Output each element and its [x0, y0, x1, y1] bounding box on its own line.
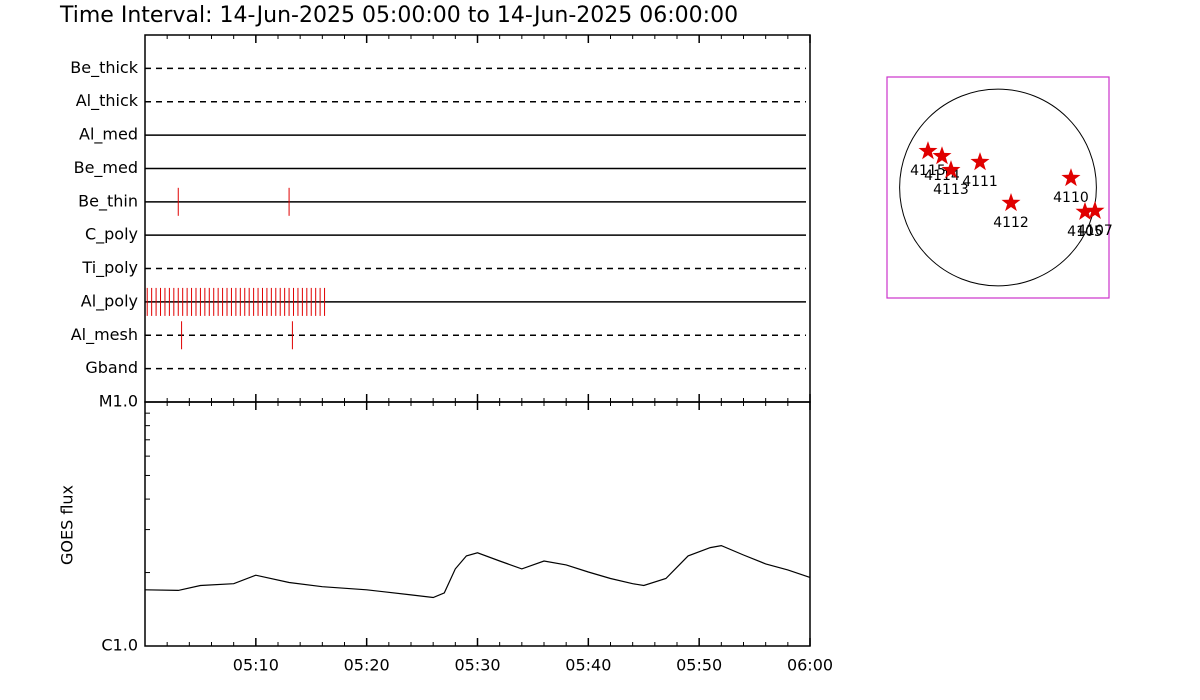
region-star	[941, 160, 961, 179]
region-label: 4107	[1077, 223, 1113, 239]
region-star	[1085, 200, 1105, 219]
goes-line	[144, 544, 811, 599]
x-tick-label: 05:20	[344, 656, 390, 675]
region-star	[932, 146, 952, 165]
row-label: Al_med	[79, 125, 138, 145]
map-frame	[886, 76, 1110, 299]
y-axis-label: GOES flux	[58, 485, 77, 565]
chart-title: Time Interval: 14-Jun-2025 05:00:00 to 1…	[59, 3, 738, 28]
row-label: Be_med	[74, 158, 138, 178]
y-tick-label: C1.0	[101, 636, 138, 655]
x-tick-label: 05:30	[454, 656, 500, 675]
region-star	[1061, 168, 1081, 187]
row-label: Ti_poly	[81, 258, 138, 278]
x-tick-label: 05:50	[676, 656, 722, 675]
y-tick-label: M1.0	[99, 392, 138, 411]
region-label: 4111	[962, 174, 998, 190]
region-label: 4113	[933, 182, 969, 198]
row-label: Gband	[85, 358, 138, 377]
row-label: Al_mesh	[71, 325, 138, 345]
goes-frame	[144, 401, 811, 647]
region-label: 4105	[1067, 224, 1103, 240]
region-star	[1001, 193, 1021, 212]
x-tick-label: 06:00	[787, 656, 833, 675]
row-label: Al_thick	[76, 91, 139, 111]
x-tick-label: 05:40	[565, 656, 611, 675]
region-star	[1075, 201, 1095, 220]
region-label: 4110	[1053, 190, 1089, 206]
region-star	[918, 141, 938, 160]
row-label: Be_thick	[70, 58, 138, 78]
region-star	[970, 152, 990, 171]
timeline-frame	[144, 34, 811, 403]
region-label: 4112	[993, 215, 1029, 231]
solar-limb	[899, 88, 1097, 287]
region-label: 4115	[910, 163, 946, 179]
row-label: Be_thin	[78, 191, 138, 211]
row-label: C_poly	[85, 225, 138, 245]
row-label: Al_poly	[81, 291, 138, 311]
x-tick-label: 05:10	[233, 656, 279, 675]
